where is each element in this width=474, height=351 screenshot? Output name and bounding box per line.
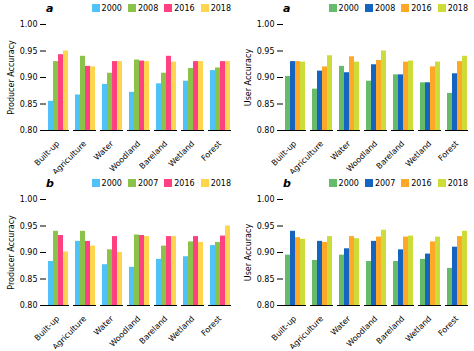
svg-text:0.90: 0.90	[257, 248, 275, 257]
html-text:2018: 2018	[447, 3, 468, 13]
html-text:2000: 2000	[338, 178, 359, 188]
svg-text:1.00: 1.00	[20, 195, 38, 204]
svg-text:Bareland: Bareland	[138, 314, 170, 346]
svg-text:1.00: 1.00	[257, 195, 275, 204]
svg-text:0.90: 0.90	[20, 73, 38, 82]
svg-text:0.95: 0.95	[257, 47, 275, 56]
svg-text:0.90: 0.90	[20, 248, 38, 257]
svg-text:Agriculture: Agriculture	[288, 139, 326, 174]
svg-text:Woodland: Woodland	[345, 139, 379, 173]
svg-text:0.80: 0.80	[257, 301, 275, 310]
html-text:2008: 2008	[374, 3, 396, 13]
svg-text:Built-up: Built-up	[269, 314, 299, 343]
html-text:2016: 2016	[411, 3, 432, 13]
svg-text:Producer Accuracy: Producer Accuracy	[7, 40, 16, 115]
svg-text:Forest: Forest	[199, 314, 223, 338]
svg-text:Water: Water	[329, 139, 353, 163]
svg-text:Bareland: Bareland	[138, 139, 170, 171]
svg-text:Water: Water	[329, 314, 353, 338]
svg-text:Woodland: Woodland	[108, 314, 142, 348]
svg-text:Woodland: Woodland	[345, 314, 379, 348]
svg-text:Agriculture: Agriculture	[51, 314, 89, 349]
html-text:b: b	[46, 176, 54, 190]
svg-text:Built-up: Built-up	[32, 139, 62, 168]
svg-text:Agriculture: Agriculture	[51, 139, 89, 174]
html-text:b: b	[283, 176, 291, 190]
html-text:a: a	[283, 1, 291, 15]
svg-text:Forest: Forest	[199, 139, 223, 163]
svg-text:Built-up: Built-up	[269, 139, 299, 168]
svg-text:1.00: 1.00	[20, 20, 38, 29]
svg-text:0.85: 0.85	[20, 100, 38, 109]
svg-text:0.85: 0.85	[257, 275, 275, 284]
svg-text:0.85: 0.85	[257, 100, 275, 109]
html-text:2007: 2007	[137, 178, 159, 188]
html-text:2016: 2016	[411, 178, 432, 188]
svg-text:Bareland: Bareland	[375, 139, 407, 171]
svg-text:0.85: 0.85	[20, 275, 38, 284]
svg-text:0.80: 0.80	[20, 301, 38, 310]
html-text:2018: 2018	[447, 178, 468, 188]
html-text:a: a	[46, 1, 54, 15]
svg-text:Water: Water	[92, 139, 116, 163]
svg-text:Forest: Forest	[436, 139, 460, 163]
svg-text:Wetland: Wetland	[167, 139, 197, 169]
svg-text:0.80: 0.80	[20, 126, 38, 135]
svg-text:Wetland: Wetland	[167, 314, 197, 344]
html-text:2000: 2000	[101, 178, 122, 188]
html-text:2007: 2007	[374, 178, 396, 188]
html-text:2000: 2000	[101, 3, 122, 13]
svg-text:Agriculture: Agriculture	[288, 314, 326, 349]
svg-text:0.90: 0.90	[257, 73, 275, 82]
html-text:2016: 2016	[174, 178, 195, 188]
svg-text:0.80: 0.80	[257, 126, 275, 135]
html-text:2008: 2008	[137, 3, 159, 13]
svg-text:Woodland: Woodland	[108, 139, 142, 173]
svg-text:Wetland: Wetland	[404, 314, 434, 344]
svg-text:Bareland: Bareland	[375, 314, 407, 346]
svg-text:Water: Water	[92, 314, 116, 338]
svg-text:Forest: Forest	[436, 314, 460, 338]
svg-text:Producer Accuracy: Producer Accuracy	[7, 215, 16, 290]
svg-text:User Accuracy: User Accuracy	[244, 224, 253, 282]
svg-text:1.00: 1.00	[257, 20, 275, 29]
svg-text:Wetland: Wetland	[404, 139, 434, 169]
svg-text:Built-up: Built-up	[32, 314, 62, 343]
html-text:2018: 2018	[210, 178, 231, 188]
svg-text:0.95: 0.95	[20, 222, 38, 231]
svg-text:0.95: 0.95	[257, 222, 275, 231]
html-text:2000: 2000	[338, 3, 359, 13]
svg-text:0.95: 0.95	[20, 47, 38, 56]
svg-text:User Accuracy: User Accuracy	[244, 49, 253, 107]
html-text:2018: 2018	[210, 3, 231, 13]
html-text:2016: 2016	[174, 3, 195, 13]
